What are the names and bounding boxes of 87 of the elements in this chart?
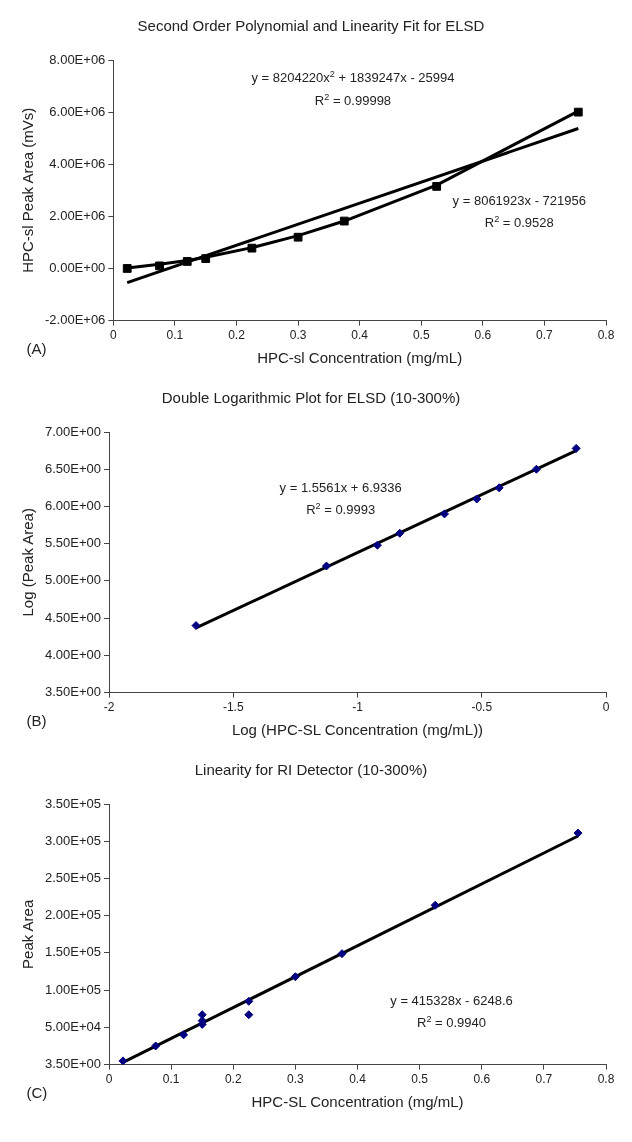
x-tick-label: 0.6 xyxy=(473,1072,491,1087)
point xyxy=(290,972,300,982)
y-tick-label: 5.00E+04 xyxy=(44,1018,102,1034)
point xyxy=(432,182,442,191)
chart-title: Second Order Polynomial and Linearity Fit for ELSD xyxy=(137,17,485,35)
x-tick-label: 0.5 xyxy=(412,328,430,343)
x-tick-label: 0.4 xyxy=(351,328,369,343)
text: (A) xyxy=(26,339,47,357)
point xyxy=(372,540,382,550)
point xyxy=(321,561,331,571)
y-tick-label: 1.50E+05 xyxy=(44,944,102,960)
y-axis-title: HPC-sl Peak Area (mVs) xyxy=(19,107,37,273)
x-tick-label: 0.7 xyxy=(535,1072,553,1087)
y-tick-label: 2.50E+05 xyxy=(44,870,102,886)
x-tick-label: 0.1 xyxy=(166,328,184,343)
x-tick-label: -1 xyxy=(352,700,364,715)
x-tick-label: 0.6 xyxy=(474,328,492,343)
point xyxy=(531,464,541,474)
text: (B) xyxy=(26,711,47,729)
x-tick-label: 0.7 xyxy=(536,328,554,343)
chart-title: Double Logarithmic Plot for ELSD (10-300%) xyxy=(161,389,461,407)
y-tick-label: 6.00E+00 xyxy=(44,498,102,514)
point xyxy=(244,1010,254,1020)
x-tick-label: 0.1 xyxy=(162,1072,180,1087)
x-tick-label: 0.3 xyxy=(287,1072,305,1087)
x-tick-label: -1.5 xyxy=(222,700,244,715)
y-tick-label: 1.00E+05 xyxy=(44,981,102,997)
point xyxy=(339,216,349,226)
x-tick-label: 0.2 xyxy=(224,1072,242,1087)
x-tick-label: 0.8 xyxy=(597,328,615,343)
x-tick-label: 0.2 xyxy=(228,328,246,343)
annotation: y = 415328x - 6248.6 xyxy=(390,992,513,1008)
point xyxy=(571,443,581,453)
point xyxy=(395,528,405,538)
point xyxy=(472,494,482,504)
point xyxy=(155,261,164,271)
x-tick-label: 0.4 xyxy=(349,1072,367,1087)
y-axis-title: Peak Area xyxy=(19,899,37,969)
x-tick-label: 0.3 xyxy=(289,328,307,343)
y-tick-label: 2.00E+06 xyxy=(49,207,106,223)
x-tick-label: -2 xyxy=(103,700,115,715)
x-tick-label: 0 xyxy=(105,1072,113,1087)
point xyxy=(191,621,201,631)
y-axis-title: Log (Peak Area) xyxy=(19,508,37,617)
chart-title: Linearity for RI Detector (10-300%) xyxy=(194,761,428,779)
x-axis-title: HPC-sl Concentration (mg/mL) xyxy=(257,349,463,367)
y-tick-label: 3.00E+05 xyxy=(44,832,102,848)
point xyxy=(247,243,257,253)
text: (C) xyxy=(26,1083,48,1101)
y-tick-label: 4.00E+00 xyxy=(44,646,102,662)
point xyxy=(439,509,449,519)
y-tick-label: 3.50E+00 xyxy=(44,684,102,700)
y-tick-label: -2.00E+06 xyxy=(44,312,106,328)
point xyxy=(201,254,211,263)
y-tick-label: 6.00E+06 xyxy=(49,103,106,119)
point xyxy=(179,1030,189,1040)
y-tick-label: 5.00E+00 xyxy=(44,572,102,588)
x-tick-label: 0.5 xyxy=(411,1072,429,1087)
point xyxy=(430,900,440,910)
x-tick-label: 0 xyxy=(110,328,118,343)
annotation: y = 8061923x - 721956 xyxy=(452,193,586,209)
x-axis-title: HPC-SL Concentration (mg/mL) xyxy=(251,1093,464,1111)
y-tick-label: 4.00E+06 xyxy=(49,155,106,171)
x-axis-title: Log (HPC-SL Concentration (mg/mL)) xyxy=(231,721,484,739)
y-tick-label: 8.00E+06 xyxy=(49,51,106,67)
point xyxy=(182,257,192,266)
x-tick-label: 0.8 xyxy=(597,1072,615,1087)
point xyxy=(122,264,132,273)
point xyxy=(573,107,583,117)
y-tick-label: 7.00E+00 xyxy=(44,423,102,439)
point xyxy=(293,232,303,242)
point xyxy=(337,949,347,959)
y-tick-label: 6.50E+00 xyxy=(44,460,102,476)
point xyxy=(151,1041,161,1051)
y-tick-label: 5.50E+00 xyxy=(44,535,102,551)
point xyxy=(494,483,504,493)
x-tick-label: 0 xyxy=(602,700,610,715)
point xyxy=(244,996,254,1006)
point xyxy=(573,828,583,838)
y-tick-label: 3.50E+00 xyxy=(44,1056,102,1072)
y-tick-label: 2.00E+05 xyxy=(44,907,102,923)
y-tick-label: 3.50E+05 xyxy=(44,795,102,811)
annotation: y = 1.5561x + 6.9336 xyxy=(279,479,402,495)
point xyxy=(118,1056,128,1065)
y-tick-label: 4.50E+00 xyxy=(44,609,102,625)
y-tick-label: 0.00E+00 xyxy=(49,260,106,276)
x-tick-label: -0.5 xyxy=(471,700,493,715)
